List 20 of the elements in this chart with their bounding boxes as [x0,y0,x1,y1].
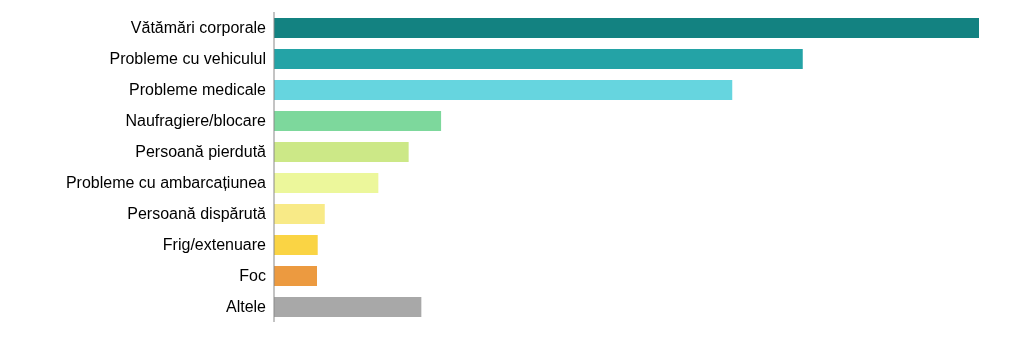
bar [274,235,318,255]
bar [274,80,733,100]
y-tick-label: Probleme cu vehiculul [109,50,266,68]
y-tick-label: Naufragiere/blocare [125,112,267,130]
y-tick-label: Vătămări corporale [130,19,267,37]
y-tick-label: Foc [239,267,266,285]
y-tick-label: Altele [225,298,267,316]
y-tick-label: Persoană pierdută [135,143,267,161]
bar [274,18,979,38]
bar [274,173,379,193]
bar [274,297,422,317]
bar [274,142,409,162]
y-tick-label: Probleme medicale [129,81,267,99]
bar [274,204,325,224]
bar [274,49,803,69]
bar [274,111,442,131]
y-tick-label: Persoană dispărută [127,205,267,223]
bar [274,266,318,286]
y-tick-label: Probleme cu ambarcațiunea [65,174,267,192]
y-tick-label: Frig/extenuare [162,236,267,254]
